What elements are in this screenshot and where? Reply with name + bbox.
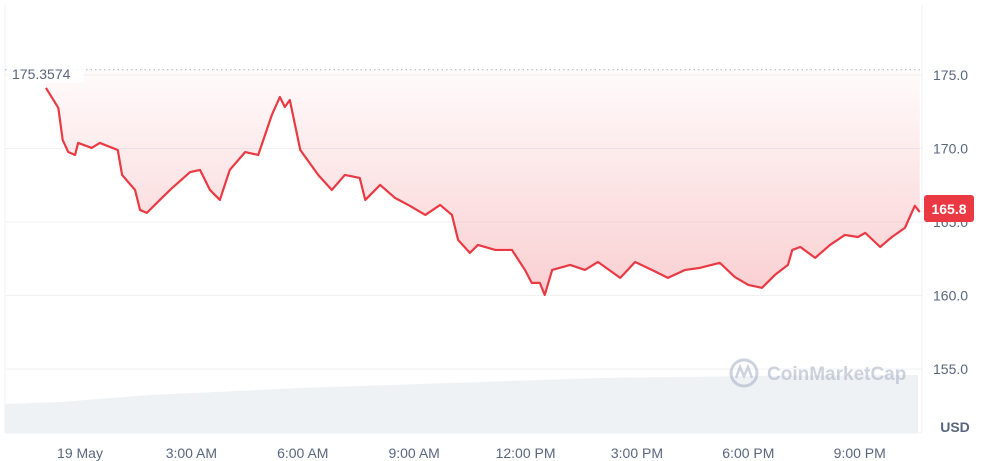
volume-area [5,375,918,433]
x-tick-label: 3:00 AM [166,445,217,461]
x-tick-label: 3:00 PM [611,445,663,461]
y-tick-label: 170.0 [933,141,968,157]
x-tick-label: 12:00 PM [496,445,556,461]
price-line[interactable] [45,87,921,297]
y-tick-label: 155.0 [933,361,968,377]
watermark-text: CoinMarketCap [767,364,906,385]
watermark-logo: CoinMarketCap [729,358,906,388]
x-tick-label: 6:00 PM [722,445,774,461]
x-tick-label: 6:00 AM [277,445,328,461]
x-tick-label: 9:00 AM [388,445,439,461]
currency-label: USD [940,419,970,435]
current-price-badge: 165.8 [924,195,974,222]
current-price: 165.8 [931,201,966,217]
reference-label: 175.3574 [8,63,84,83]
x-tick-label: 9:00 PM [834,445,886,461]
x-tick-label: 19 May [57,445,103,461]
y-tick-label: 175.0 [933,67,968,83]
price-area-fill [45,69,920,295]
y-tick-label: 160.0 [933,288,968,304]
reference-value: 175.3574 [12,66,71,82]
